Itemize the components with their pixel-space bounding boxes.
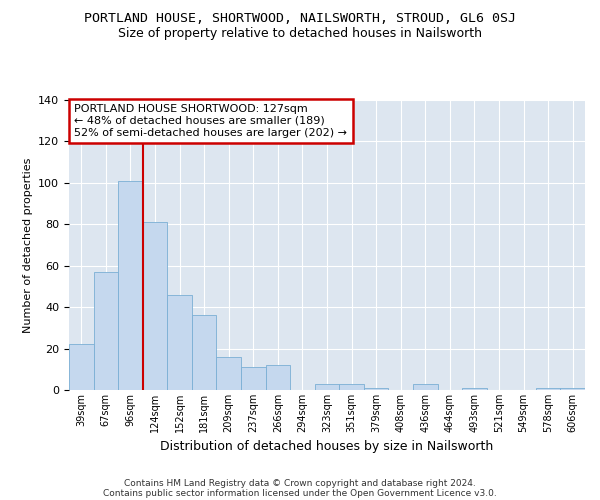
Y-axis label: Number of detached properties: Number of detached properties bbox=[23, 158, 32, 332]
Text: Size of property relative to detached houses in Nailsworth: Size of property relative to detached ho… bbox=[118, 28, 482, 40]
Bar bbox=[364, 388, 388, 390]
Bar bbox=[192, 316, 217, 390]
Bar bbox=[560, 388, 585, 390]
Text: PORTLAND HOUSE, SHORTWOOD, NAILSWORTH, STROUD, GL6 0SJ: PORTLAND HOUSE, SHORTWOOD, NAILSWORTH, S… bbox=[84, 12, 516, 26]
Bar bbox=[167, 294, 192, 390]
Text: Contains HM Land Registry data © Crown copyright and database right 2024.: Contains HM Land Registry data © Crown c… bbox=[124, 478, 476, 488]
Bar bbox=[536, 388, 560, 390]
Bar bbox=[94, 272, 118, 390]
Bar bbox=[143, 222, 167, 390]
Bar bbox=[315, 384, 339, 390]
Bar bbox=[462, 388, 487, 390]
Bar bbox=[69, 344, 94, 390]
Text: PORTLAND HOUSE SHORTWOOD: 127sqm
← 48% of detached houses are smaller (189)
52% : PORTLAND HOUSE SHORTWOOD: 127sqm ← 48% o… bbox=[74, 104, 347, 138]
Text: Contains public sector information licensed under the Open Government Licence v3: Contains public sector information licen… bbox=[103, 488, 497, 498]
Bar bbox=[339, 384, 364, 390]
Bar bbox=[118, 181, 143, 390]
Bar bbox=[241, 367, 266, 390]
Bar bbox=[413, 384, 437, 390]
X-axis label: Distribution of detached houses by size in Nailsworth: Distribution of detached houses by size … bbox=[160, 440, 494, 454]
Bar bbox=[266, 365, 290, 390]
Bar bbox=[217, 357, 241, 390]
